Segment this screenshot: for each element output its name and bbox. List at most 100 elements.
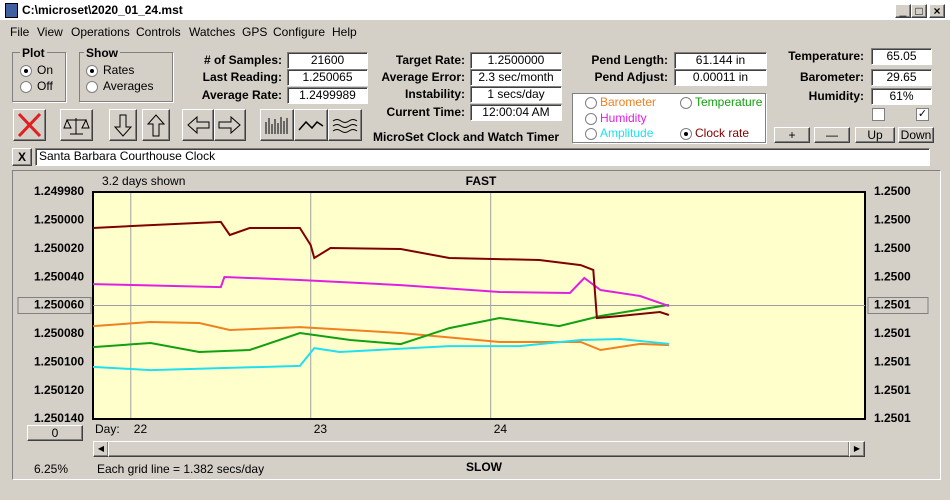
readout-value: 0.00011 in <box>674 69 767 86</box>
checkbox[interactable] <box>872 108 885 121</box>
readout-label: Pend Adjust: <box>594 70 668 84</box>
chart-title: FAST <box>466 174 497 188</box>
readout-label: Target Rate: <box>395 53 465 67</box>
adjust-button[interactable]: — <box>814 127 850 143</box>
adjust-button[interactable]: + <box>774 127 810 143</box>
close-window-button[interactable]: × <box>929 4 945 18</box>
percent-label: 6.25% <box>34 462 69 476</box>
radio-label[interactable]: Rates <box>103 63 135 77</box>
readout-value: 61.144 in <box>674 52 767 69</box>
x-tick-label: 23 <box>314 422 328 436</box>
adjust-button[interactable]: Up <box>855 127 895 143</box>
menu-item[interactable]: Operations <box>71 25 130 39</box>
menu-item[interactable]: Controls <box>136 25 181 39</box>
series-line <box>92 220 670 320</box>
chart-panel <box>12 170 941 480</box>
left-arrow-button[interactable] <box>182 109 214 141</box>
down-arrow-button[interactable] <box>109 109 137 141</box>
legend-radio[interactable] <box>680 97 692 109</box>
series-radio-group <box>572 93 766 143</box>
readout-label: Pend Length: <box>591 53 668 67</box>
y2-tick-label: 1.2500 <box>874 213 911 227</box>
menu-item[interactable]: View <box>37 25 63 39</box>
y2-tick-label: 1.2501 <box>874 411 911 425</box>
y-tick-label: 1.250100 <box>34 354 84 368</box>
minimize-button[interactable]: _ <box>895 4 911 18</box>
clock-name-field[interactable]: Santa Barbara Courthouse Clock <box>35 148 930 166</box>
y-tick-label: 1.249980 <box>34 184 84 198</box>
legend-radio[interactable] <box>585 97 597 109</box>
y2-tick-label: 1.2501 <box>874 383 911 397</box>
readout-value: 61% <box>871 88 932 105</box>
y2-tick-label: 1.2501 <box>874 326 911 340</box>
y2-tick-label: 1.2500 <box>874 241 911 255</box>
menu-item[interactable]: Help <box>332 25 357 39</box>
up-arrow-button[interactable] <box>142 109 170 141</box>
radio-label[interactable]: Off <box>37 79 53 93</box>
plot-group-label: Plot <box>20 46 47 60</box>
wave-button[interactable] <box>328 109 362 141</box>
radio-button[interactable] <box>20 65 32 77</box>
clear-button[interactable] <box>13 109 46 141</box>
readout-value: 1 secs/day <box>470 86 562 103</box>
scroll-right[interactable]: ▶ <box>849 441 865 457</box>
legend-label[interactable]: Temperature <box>695 95 763 109</box>
legend-radio[interactable] <box>680 128 692 140</box>
y2-tick-label: 1.2501 <box>874 354 911 368</box>
menu-item[interactable]: Configure <box>273 25 326 39</box>
close-clock-button[interactable]: X <box>12 148 32 166</box>
series-line <box>92 275 670 308</box>
readout-label: Average Error: <box>381 70 465 84</box>
series-line <box>92 320 669 352</box>
right-arrow-button[interactable] <box>214 109 246 141</box>
x-axis-label: Day: <box>95 422 120 436</box>
readout-label: Last Reading: <box>202 70 282 84</box>
show-group <box>79 52 173 102</box>
menu-item[interactable]: File <box>10 25 30 39</box>
menu-item[interactable]: Watches <box>189 25 236 39</box>
checkbox[interactable]: ✓ <box>916 108 929 121</box>
x-tick-label: 24 <box>494 422 508 436</box>
legend-label[interactable]: Humidity <box>600 111 647 125</box>
readout-label: Temperature: <box>788 49 864 63</box>
line-button[interactable] <box>294 109 328 141</box>
series-line <box>92 303 670 354</box>
zero-button[interactable]: 0 <box>27 425 83 441</box>
balance-button[interactable] <box>60 109 93 141</box>
maximize-button[interactable]: □ <box>911 4 927 18</box>
readout-value: 1.2499989 <box>287 87 368 104</box>
chart-note: 3.2 days shown <box>102 174 185 188</box>
title-bar <box>0 0 950 21</box>
y-tick-label: 1.250140 <box>34 411 84 425</box>
radio-button[interactable] <box>86 65 98 77</box>
x-tick-label: 22 <box>134 422 148 436</box>
readout-label: Current Time: <box>386 105 465 119</box>
show-group-label: Show <box>84 46 120 60</box>
legend-label[interactable]: Clock rate <box>695 126 750 140</box>
y-tick-label: 1.250040 <box>34 269 84 283</box>
readout-label: # of Samples: <box>203 53 282 67</box>
y2-tick-label: 1.2500 <box>874 184 911 198</box>
readout-value: 2.3 sec/month <box>470 69 562 86</box>
radio-label[interactable]: Averages <box>103 79 154 93</box>
legend-radio[interactable] <box>585 128 597 140</box>
radio-button[interactable] <box>20 81 32 93</box>
readout-label: Average Rate: <box>201 88 282 102</box>
radio-button[interactable] <box>86 81 98 93</box>
app-icon <box>5 3 18 18</box>
grid-note: Each grid line = 1.382 secs/day <box>97 462 265 476</box>
legend-label[interactable]: Amplitude <box>600 126 654 140</box>
radio-label[interactable]: On <box>37 63 54 77</box>
readout-value: 65.05 <box>871 48 932 65</box>
y-tick-button <box>17 297 92 314</box>
readout-label: Barometer: <box>799 70 864 84</box>
legend-label[interactable]: Barometer <box>600 95 657 109</box>
bars-button[interactable] <box>260 109 294 141</box>
adjust-button[interactable]: Down <box>898 127 934 143</box>
y-tick-label: 1.250020 <box>34 241 84 255</box>
menu-item[interactable]: GPS <box>242 25 268 39</box>
readout-value: 1.2500000 <box>470 52 562 69</box>
legend-radio[interactable] <box>585 113 597 125</box>
